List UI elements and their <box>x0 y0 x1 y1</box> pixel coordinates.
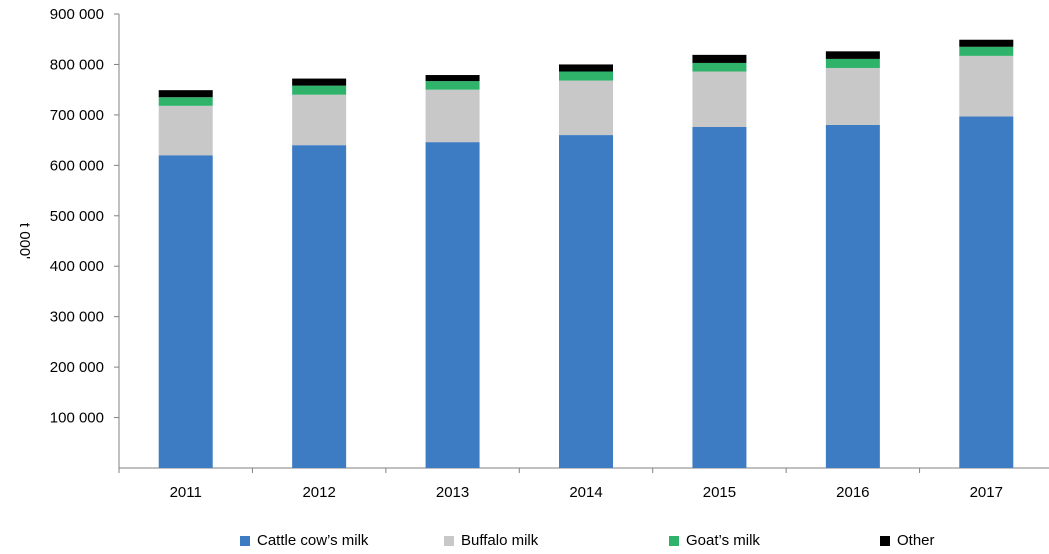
bar-segment <box>158 155 213 468</box>
legend-item: Goat’s milk <box>669 532 760 549</box>
bar-segment <box>292 145 347 468</box>
y-axis-title: t 000' <box>16 223 33 259</box>
bar-segment <box>692 126 747 469</box>
x-tick-label: 2017 <box>970 484 1003 501</box>
bar-segment <box>959 116 1014 468</box>
bar-segment <box>959 55 1014 117</box>
bar-segment <box>825 51 880 59</box>
bar-segment <box>425 81 480 90</box>
legend-item: Cattle cow’s milk <box>240 532 368 549</box>
x-tick-label: 2013 <box>436 484 469 501</box>
legend-label: Cattle cow’s milk <box>257 532 369 549</box>
y-tick-label: 900 000 <box>50 6 104 23</box>
bar-segment <box>292 78 347 86</box>
legend: Cattle cow’s milk Buffalo milk Goat’s milk… <box>0 532 1049 554</box>
bar-segment <box>559 80 613 136</box>
legend-label: Goat’s milk <box>686 532 760 549</box>
legend-swatch <box>444 535 454 546</box>
bar-segment <box>559 64 613 72</box>
legend-label: Other <box>897 532 935 549</box>
x-tick-label: 2016 <box>836 484 869 501</box>
bar-segment <box>559 71 613 81</box>
bar-segment <box>559 135 613 469</box>
y-tick-label: 600 000 <box>50 157 104 174</box>
x-axis: 2011 2012 2013 2014 2015 2016 2017 <box>118 467 1049 501</box>
bar-segment <box>158 105 213 156</box>
bar-segment <box>158 90 213 98</box>
legend-swatch <box>880 535 890 546</box>
bar-segment <box>692 62 747 72</box>
legend-item: Other <box>880 532 935 549</box>
bar-segment <box>692 54 747 63</box>
legend-item: Buffalo milk <box>444 532 538 549</box>
bars <box>158 39 1014 469</box>
y-tick-label: 500 000 <box>50 208 104 225</box>
legend-swatch <box>669 535 679 546</box>
x-tick-label: 2015 <box>703 484 736 501</box>
y-tick-label: 200 000 <box>50 359 104 376</box>
bar-segment <box>425 142 480 468</box>
x-tick-label: 2011 <box>170 484 202 501</box>
legend-label: Buffalo milk <box>461 532 539 549</box>
y-tick-label: 100 000 <box>50 410 104 427</box>
bar-segment <box>292 85 347 95</box>
y-tick-label: 800 000 <box>50 56 104 73</box>
y-tick-label: 400 000 <box>50 258 104 275</box>
bar-segment <box>959 46 1014 56</box>
stacked-bar-chart: 100 000 200 000 300 000 400 000 500 000 600 0… <box>16 6 1049 501</box>
bar-segment <box>692 71 747 127</box>
bar-segment <box>825 67 880 125</box>
x-tick-label: 2012 <box>302 484 335 501</box>
x-tick-label: 2014 <box>569 484 602 501</box>
legend-swatch <box>240 535 250 546</box>
y-tick-label: 700 000 <box>50 107 104 124</box>
y-tick-label: 300 000 <box>50 309 104 326</box>
bar-segment <box>825 124 880 468</box>
bar-segment <box>425 75 480 82</box>
bar-segment <box>959 39 1014 47</box>
bar-segment <box>158 97 213 106</box>
bar-segment <box>292 94 347 146</box>
bar-segment <box>825 58 880 68</box>
y-axis: 100 000 200 000 300 000 400 000 500 000 600 0… <box>50 6 120 468</box>
bar-segment <box>425 89 480 143</box>
